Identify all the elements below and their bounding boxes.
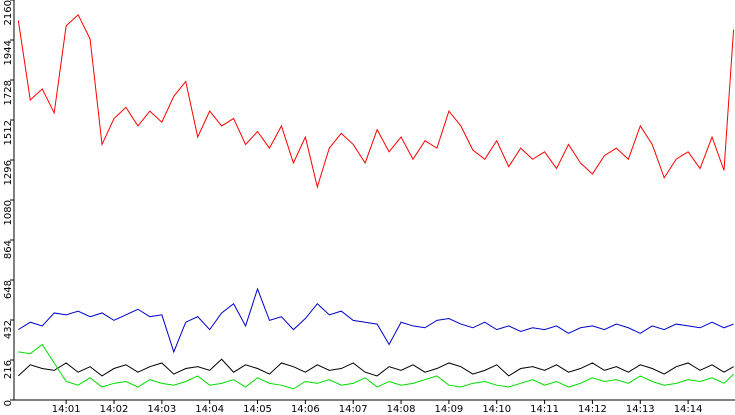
y-tick-label: 2160 <box>3 0 14 25</box>
x-tick-label: 14:14 <box>674 404 703 415</box>
series-line <box>18 343 734 390</box>
y-tick-label: 0 <box>3 400 14 406</box>
y-tick-label: 216 <box>3 360 14 379</box>
x-tick-label: 14:06 <box>291 404 320 415</box>
y-tick-label: 648 <box>3 280 14 299</box>
x-tick-label: 14:04 <box>195 404 224 415</box>
y-tick-label: 1512 <box>3 120 14 145</box>
x-tick-label: 14:02 <box>100 404 129 415</box>
series-line <box>17 358 734 377</box>
y-tick-label: 1080 <box>3 200 14 225</box>
x-tick-label: 14:05 <box>243 404 272 415</box>
y-tick-label: 864 <box>3 240 14 259</box>
y-tick-label: 1728 <box>3 80 14 105</box>
y-tick-label: 1944 <box>3 40 14 65</box>
x-tick-label: 14:11 <box>530 404 559 415</box>
y-tick-label: 1296 <box>3 160 14 185</box>
y-tick-label: 432 <box>3 320 14 339</box>
x-tick-label: 14:01 <box>52 404 81 415</box>
x-tick-label: 14:08 <box>387 404 416 415</box>
x-tick-label: 14:07 <box>339 404 368 415</box>
x-tick-label: 14:10 <box>482 404 511 415</box>
series-line <box>17 13 735 189</box>
x-tick-label: 14:12 <box>578 404 607 415</box>
x-tick-label: 14:13 <box>626 404 655 415</box>
series-line <box>18 287 734 354</box>
x-tick-label: 14:03 <box>147 404 176 415</box>
x-tick-label: 14:09 <box>434 404 463 415</box>
